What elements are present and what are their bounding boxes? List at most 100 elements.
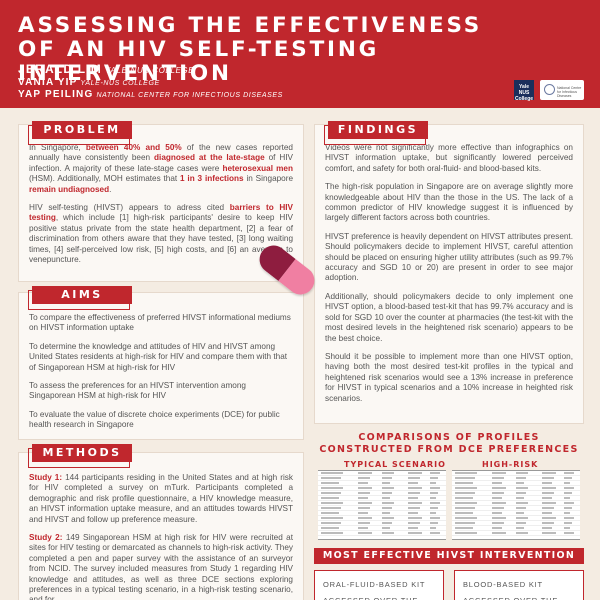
table-row <box>452 506 580 511</box>
table-cell <box>492 502 506 504</box>
body-text-run: of HIV infection. A majority of these la… <box>29 153 293 173</box>
table-row <box>318 506 446 511</box>
table-cell <box>516 502 528 504</box>
table-row <box>452 511 580 516</box>
study-2-text: 149 Singaporean HSM at high risk for HIV… <box>29 533 293 600</box>
table-cell <box>358 517 372 519</box>
highlight-text: 1 in 3 infections <box>180 174 244 184</box>
table-cell <box>564 477 572 479</box>
findings-heading: FINDINGS <box>324 121 428 145</box>
table-row <box>452 501 580 506</box>
table-cell <box>358 527 368 529</box>
table-row <box>318 481 446 486</box>
table-cell <box>564 482 570 484</box>
table-cell <box>516 522 526 524</box>
table-cell <box>542 517 556 519</box>
table-cell <box>455 472 477 474</box>
table-cell <box>358 482 368 484</box>
table-cell <box>408 517 422 519</box>
body-text-run: , which include [1] high-risk participan… <box>29 213 293 265</box>
table-cell <box>564 507 572 509</box>
table-cell <box>321 497 339 499</box>
table-cell <box>516 497 524 499</box>
comparisons-title-line-1: COMPARISONS OF PROFILES <box>358 432 540 443</box>
table-cell <box>430 527 436 529</box>
table-cell <box>516 477 526 479</box>
table-row <box>318 476 446 481</box>
author-name: YAP PEILING <box>18 89 94 100</box>
table-cell <box>455 477 475 479</box>
table-row <box>452 496 580 501</box>
table-cell <box>542 482 552 484</box>
highlight-text: diagnosed at the late-stage <box>154 153 265 163</box>
yale-nus-logo: Yale NUS College <box>514 80 534 102</box>
table-cell <box>358 532 372 534</box>
table-row <box>452 531 580 536</box>
table-cell <box>382 492 392 494</box>
table-cell <box>564 502 574 504</box>
author-name: VANIA YIP <box>18 76 78 88</box>
table-cell <box>321 512 339 514</box>
table-cell <box>516 472 528 474</box>
table-cell <box>430 492 438 494</box>
table-cell <box>492 522 504 524</box>
table-cell <box>358 522 370 524</box>
table-cell <box>408 532 422 534</box>
problem-paragraph-2: HIV self-testing (HIVST) appears to adre… <box>29 203 293 265</box>
highlight-text: heterosexual men <box>222 163 293 173</box>
problem-paragraph-1: In Singapore, between 40% and 50% of the… <box>29 143 293 195</box>
table-cell <box>321 492 341 494</box>
table-cell <box>564 512 570 514</box>
table-cell <box>382 532 394 534</box>
table-row <box>452 491 580 496</box>
author-affiliation: YALE-NUS COLLEGE <box>80 79 160 87</box>
table-cell <box>542 527 552 529</box>
table-cell <box>358 497 368 499</box>
table-cell <box>358 477 370 479</box>
table-cell <box>516 507 526 509</box>
table-row <box>318 531 446 536</box>
table-cell <box>408 527 418 529</box>
poster-header: ASSESSING THE EFFECTIVENESS OF AN HIV SE… <box>0 0 600 108</box>
table-cell <box>321 502 343 504</box>
table-row <box>318 526 446 531</box>
table-cell <box>492 527 502 529</box>
table-cell <box>321 482 339 484</box>
table-cell <box>542 487 556 489</box>
table-cell <box>321 532 343 534</box>
table-cell <box>492 497 502 499</box>
table-cell <box>382 527 390 529</box>
oral-kit-label: ORAL-FLUID-BASED KIT <box>323 580 426 589</box>
table-cell <box>542 507 554 509</box>
table-cell <box>358 487 372 489</box>
table-row <box>318 496 446 501</box>
table-cell <box>382 497 390 499</box>
finding-paragraph: The high-risk population in Singapore ar… <box>325 182 573 223</box>
table-row <box>318 501 446 506</box>
author-name: JERALD LIM <box>18 62 102 76</box>
table-cell <box>408 507 420 509</box>
table-cell <box>455 487 477 489</box>
table-cell <box>564 472 574 474</box>
table-cell <box>455 497 473 499</box>
table-cell <box>492 487 506 489</box>
table-cell <box>492 492 504 494</box>
study-2-label: Study 2: <box>29 533 63 543</box>
table-cell <box>492 532 506 534</box>
study-1-text: 144 participants residing in the United … <box>29 473 293 524</box>
table-cell <box>382 522 392 524</box>
ncid-logo-text: National Centre for Infectious Diseases <box>557 86 582 98</box>
table-row <box>318 521 446 526</box>
table-cell <box>430 482 436 484</box>
table-cell <box>455 482 473 484</box>
table-cell <box>564 527 570 529</box>
table-row <box>318 511 446 516</box>
table-cell <box>382 487 394 489</box>
table-cell <box>542 502 556 504</box>
table-cell <box>492 472 506 474</box>
finding-paragraph: Videos were not significantly more effec… <box>325 143 573 173</box>
table-cell <box>430 477 438 479</box>
table-cell <box>455 502 477 504</box>
author-2: VANIA YIP YALE-NUS COLLEGE <box>18 77 283 90</box>
aim-item: To determine the knowledge and attitudes… <box>29 341 288 372</box>
